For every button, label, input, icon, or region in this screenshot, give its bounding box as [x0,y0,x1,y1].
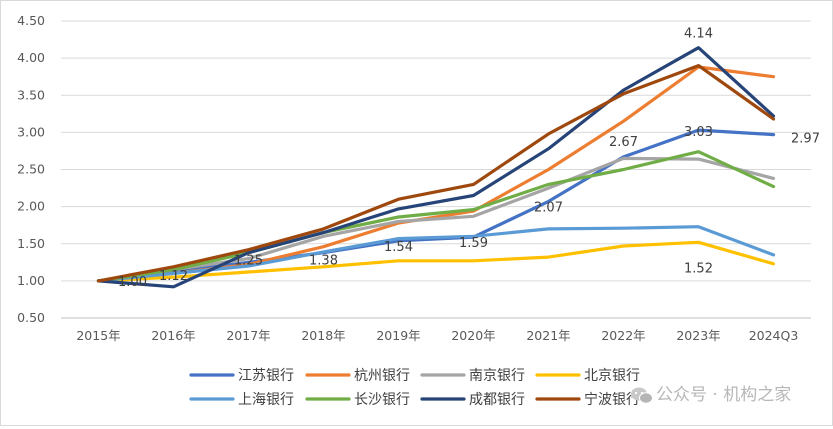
data-label: 1.54 [384,240,413,255]
y-tick-label: 3.00 [17,124,45,139]
x-tick-label: 2020年 [451,328,495,343]
data-label: 1.25 [234,253,263,268]
y-tick-label: 4.00 [17,50,45,65]
legend-item: 杭州银行 [305,368,410,384]
legend-label: 北京银行 [584,368,640,384]
x-tick-label: 2015年 [76,328,120,343]
legend-label: 成都银行 [469,392,525,408]
data-labels: 1.12 1.25 1.38 1.54 1.59 2.07 2.67 3.03 2.97 1.52… [118,27,820,290]
data-label: 3.03 [684,125,713,140]
x-tick-label: 2016年 [151,328,195,343]
legend-item: 长沙银行 [305,392,410,408]
series-line-5 [96,150,776,283]
data-label: 2.97 [791,132,820,147]
y-tick-label: 1.50 [17,236,45,251]
data-label: 1.52 [684,261,713,276]
legend-label: 江苏银行 [238,368,294,384]
legend-label: 杭州银行 [354,368,410,384]
series-line-6 [96,46,776,289]
series-line-3 [96,240,776,283]
x-tick-label: 2018年 [301,328,345,343]
data-label: 1.00 [118,275,147,290]
x-tick-label: 2019年 [376,328,420,343]
legend-label: 上海银行 [238,392,294,408]
y-axis-ticks: 0.50 1.00 1.50 2.00 2.50 3.00 3.50 4.00 4.50 [17,13,45,325]
legend-label: 宁波银行 [584,391,640,408]
x-tick-label: 2024Q3 [749,328,799,343]
watermark: 公众号 · 机构之家 [631,385,791,405]
data-label: 4.14 [684,27,713,42]
x-tick-label: 2017年 [226,328,270,343]
x-axis-ticks: 2015年 2016年 2017年 2018年 2019年 2020年 2021年 2022年… [76,328,798,343]
data-label: 2.07 [534,200,563,215]
y-tick-label: 4.50 [17,13,45,28]
x-tick-label: 2021年 [526,328,570,343]
data-label: 2.67 [609,135,638,150]
series-lines [96,46,776,289]
legend-item: 宁波银行 [535,391,640,408]
wechat-icon [631,387,653,404]
data-label: 1.38 [309,254,338,269]
legend-item: 成都银行 [420,392,525,408]
data-label: 1.12 [159,269,188,284]
legend-item: 江苏银行 [189,368,294,384]
legend-label: 南京银行 [469,368,525,384]
series-line-1 [96,65,776,283]
legend-item: 南京银行 [420,368,525,384]
y-tick-label: 3.50 [17,87,45,102]
watermark-text: 公众号 · 机构之家 [656,385,791,405]
y-tick-label: 2.00 [17,199,45,214]
y-tick-label: 2.50 [17,162,45,177]
legend-item: 北京银行 [535,368,640,384]
data-label: 1.59 [459,236,488,251]
series-line-7 [96,63,776,283]
series-line-2 [96,156,776,283]
x-tick-label: 2022年 [601,328,645,343]
x-tick-label: 2023年 [676,328,720,343]
series-line-0 [96,128,776,283]
y-tick-label: 1.00 [17,273,45,288]
y-tick-label: 0.50 [17,310,45,325]
series-line-4 [96,225,776,283]
legend-label: 长沙银行 [354,392,410,408]
legend-item: 上海银行 [189,392,294,408]
